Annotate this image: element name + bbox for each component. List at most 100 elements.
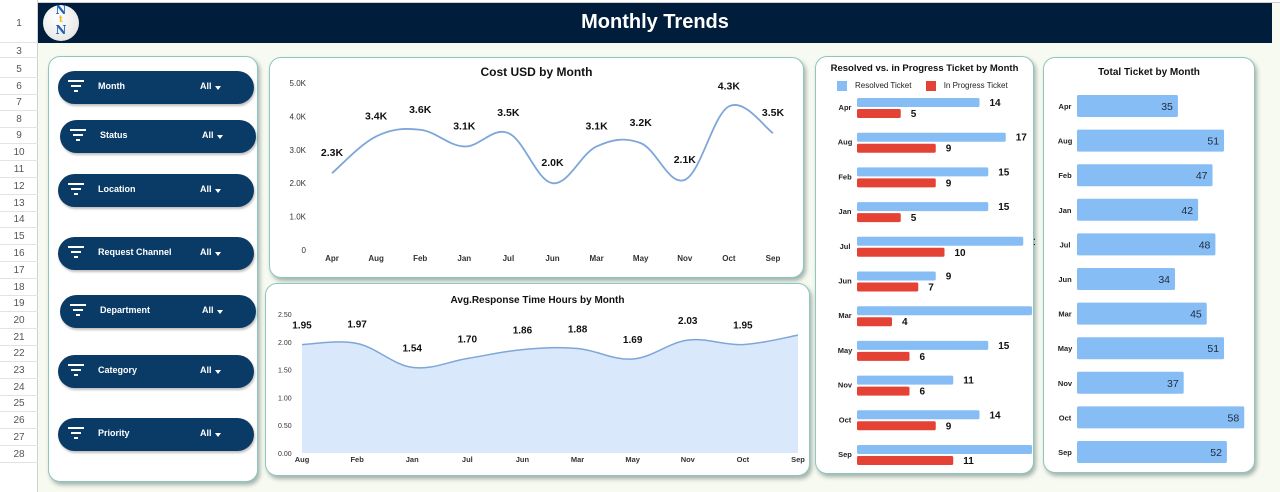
row-number[interactable]: 24: [0, 379, 38, 396]
row-number[interactable]: 15: [0, 228, 38, 245]
row-number[interactable]: 11: [0, 161, 38, 178]
filter-priority[interactable]: Priority All: [58, 418, 254, 451]
filter-location[interactable]: Location All: [58, 174, 254, 207]
y-tick-label: Jun: [1058, 275, 1072, 284]
legend-label: In Progress Ticket: [943, 81, 1008, 91]
filter-label: Month: [98, 81, 125, 91]
x-tick-label: Jun: [516, 455, 530, 464]
row-number[interactable]: 1: [0, 5, 38, 43]
y-tick-label: Mar: [838, 311, 851, 320]
row-number[interactable]: 18: [0, 279, 38, 296]
bar-in-progress: [857, 247, 945, 257]
bar-resolved: [857, 202, 989, 212]
bar-resolved: [857, 132, 1006, 142]
row-number[interactable]: 25: [0, 396, 38, 412]
filter-icon: [68, 80, 84, 94]
data-label: 3.1K: [453, 120, 476, 132]
row-number[interactable]: 12: [0, 178, 38, 195]
row-number[interactable]: 16: [0, 245, 38, 262]
y-tick-label: 1.00: [278, 395, 292, 402]
row-number[interactable]: 8: [0, 111, 38, 128]
x-tick-label: Oct: [737, 455, 750, 464]
bar-in-progress: [857, 421, 936, 431]
row-number[interactable]: 7: [0, 95, 38, 111]
filter-label: Location: [98, 184, 136, 194]
chevron-down-icon: [217, 310, 223, 314]
data-label: 17: [1016, 133, 1028, 144]
y-tick-label: Jul: [840, 242, 851, 251]
row-number[interactable]: 10: [0, 144, 38, 161]
filter-value: All: [200, 247, 212, 257]
data-label: 1.69: [623, 335, 643, 346]
row-number[interactable]: 19: [0, 296, 38, 312]
filter-label: Request Channel: [98, 247, 172, 257]
bar-total: [1077, 302, 1207, 325]
filter-value: All: [202, 305, 214, 315]
chart-title: Resolved vs. in Progress Ticket by Month: [830, 63, 1019, 74]
filter-month[interactable]: Month All: [58, 71, 254, 104]
row-number[interactable]: 23: [0, 362, 38, 379]
bar-total: [1077, 233, 1216, 256]
y-tick-label: Jun: [838, 277, 852, 286]
row-number[interactable]: 14: [0, 212, 38, 228]
bar-in-progress: [857, 178, 936, 188]
filter-department[interactable]: Department All: [60, 295, 256, 328]
row-number[interactable]: 17: [0, 262, 38, 279]
row-number[interactable]: 9: [0, 128, 38, 144]
bar-in-progress: [857, 456, 954, 465]
y-tick-label: Nov: [1058, 379, 1073, 388]
y-tick-label: Apr: [839, 103, 852, 112]
row-number[interactable]: 5: [0, 62, 38, 78]
data-label: 1.54: [402, 343, 422, 354]
bar-in-progress: [857, 351, 910, 361]
chart-title: Avg.Response Time Hours by Month: [450, 295, 625, 306]
y-tick-label: Nov: [838, 381, 853, 390]
row-number[interactable]: 21: [0, 329, 38, 346]
data-label: 3.2K: [630, 117, 653, 129]
row-number[interactable]: 20: [0, 312, 38, 329]
filter-value: All: [202, 130, 214, 140]
y-tick-label: Jul: [1060, 240, 1071, 249]
filter-value: All: [200, 428, 212, 438]
y-tick-label: Feb: [838, 172, 852, 181]
y-tick-label: 1.0K: [290, 213, 307, 222]
row-number[interactable]: 6: [0, 78, 38, 95]
filter-icon: [70, 129, 86, 143]
data-label: 1.88: [568, 324, 588, 335]
row-number[interactable]: 27: [0, 429, 38, 446]
row-number[interactable]: 28: [0, 446, 38, 463]
cost-chart-panel: Cost USD by Month 0 1.0K 2.0K 3.0K 4.0K 5.0K A…: [269, 57, 804, 278]
data-label: 4: [902, 317, 908, 328]
data-label: 2.0K: [541, 157, 564, 169]
row-number[interactable]: 13: [0, 195, 38, 212]
company-logo: N t N: [43, 4, 79, 41]
y-tick-label: Aug: [838, 138, 853, 147]
row-number[interactable]: 22: [0, 346, 38, 362]
filter-label: Department: [100, 305, 151, 315]
logo-letter: N: [55, 23, 67, 37]
chart-title: Total Ticket by Month: [1098, 67, 1200, 78]
data-label: 5: [911, 213, 917, 224]
response-chart-panel: Avg.Response Time Hours by Month 0.00 0.5…: [265, 283, 810, 476]
series-area: [302, 335, 798, 453]
data-label: 1.70: [458, 334, 478, 345]
row-number[interactable]: 3: [0, 46, 38, 58]
bar-total: [1077, 95, 1178, 117]
filter-request-channel[interactable]: Request Channel All: [58, 237, 254, 270]
filter-status[interactable]: Status All: [60, 120, 256, 153]
data-label: 15: [998, 167, 1010, 178]
data-label: 2.3K: [321, 147, 344, 159]
data-label: 2.1K: [674, 154, 697, 166]
x-tick-label: Feb: [413, 254, 427, 263]
bar-resolved: [857, 98, 980, 107]
data-label: 1.97: [347, 319, 367, 330]
filter-value: All: [200, 184, 212, 194]
x-tick-label: May: [633, 254, 649, 263]
data-label: 3.1K: [586, 120, 609, 132]
filter-category[interactable]: Category All: [58, 355, 254, 388]
row-number[interactable]: 26: [0, 412, 38, 429]
chevron-down-icon: [215, 189, 221, 193]
data-label: 42: [1181, 205, 1193, 217]
x-tick-label: Sep: [766, 254, 781, 263]
